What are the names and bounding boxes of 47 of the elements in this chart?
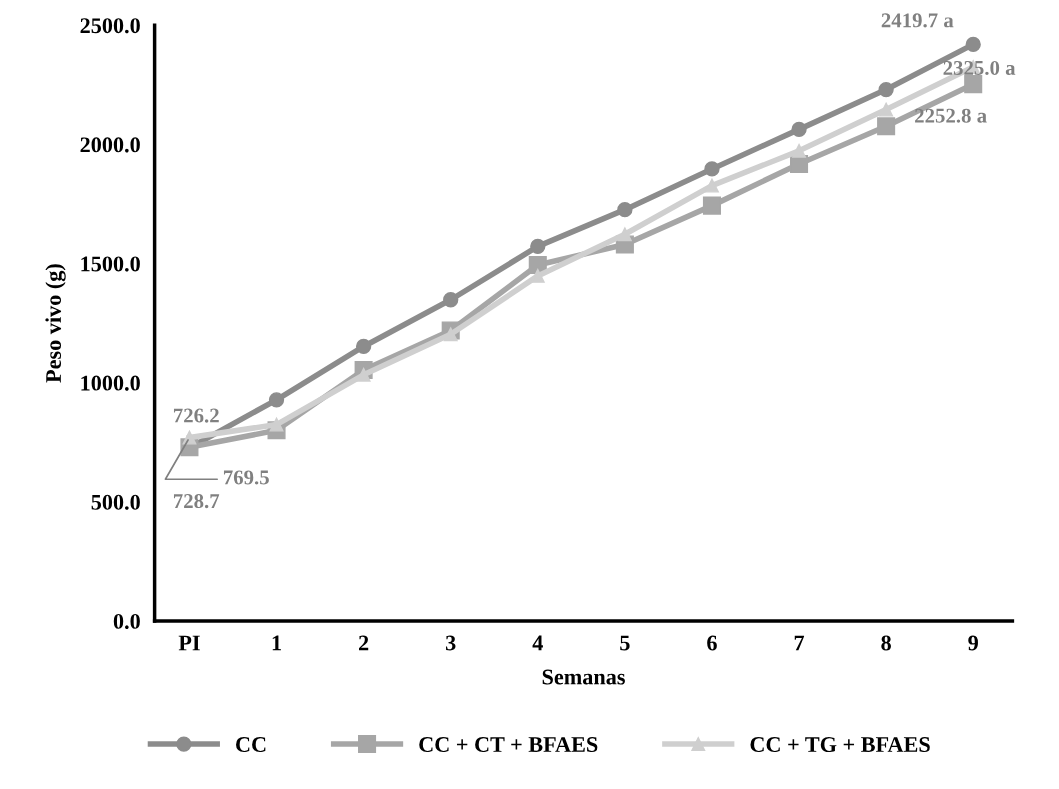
x-tick-label: 7 bbox=[794, 635, 805, 651]
data-label: 2419.7 a bbox=[881, 13, 954, 28]
x-tick-label: 8 bbox=[881, 635, 891, 651]
point bbox=[617, 202, 633, 218]
point bbox=[268, 392, 285, 408]
data-label: 2325.0 a bbox=[943, 60, 1016, 76]
point bbox=[443, 292, 459, 308]
y-tick-label: 1500.0 bbox=[81, 256, 140, 272]
point bbox=[878, 81, 894, 98]
x-tick-label: PI bbox=[178, 635, 200, 651]
x-axis-title: Semanas bbox=[542, 669, 625, 685]
legend-label: CC bbox=[236, 737, 266, 753]
y-axis-title: Peso vivo (g) bbox=[45, 264, 66, 383]
point bbox=[530, 238, 546, 255]
x-tick-label: 3 bbox=[445, 635, 456, 651]
y-tick-label: 2000.0 bbox=[80, 137, 140, 153]
data-label: 728.7 bbox=[173, 494, 220, 509]
x-tick-label: 9 bbox=[968, 635, 978, 651]
y-tick-label: 500.0 bbox=[91, 494, 140, 510]
data-label: 726.2 bbox=[173, 408, 219, 423]
point bbox=[964, 75, 983, 94]
x-tick-label: 4 bbox=[532, 635, 543, 651]
legend-label: CC + TG + BFAES bbox=[750, 737, 930, 753]
point bbox=[791, 121, 807, 138]
point bbox=[877, 117, 896, 136]
point bbox=[702, 196, 721, 215]
legend-label: CC + CT + BFAES bbox=[419, 737, 598, 753]
x-tick-label: 5 bbox=[620, 635, 630, 651]
point bbox=[965, 36, 981, 53]
data-label: 769.5 bbox=[223, 470, 269, 485]
y-tick-label: 1000.0 bbox=[81, 375, 140, 391]
point bbox=[704, 161, 720, 177]
point bbox=[792, 143, 806, 158]
data-label: 2252.8 a bbox=[915, 108, 987, 123]
point bbox=[879, 102, 894, 117]
point bbox=[355, 338, 372, 355]
point bbox=[269, 417, 284, 432]
x-tick-label: 1 bbox=[272, 635, 281, 651]
point bbox=[356, 367, 371, 382]
point bbox=[705, 178, 719, 193]
y-tick-label: 2500.0 bbox=[80, 18, 140, 34]
point bbox=[530, 268, 545, 283]
point bbox=[617, 227, 632, 242]
x-tick-label: 2 bbox=[359, 635, 369, 651]
y-tick-label: 0.0 bbox=[113, 613, 140, 629]
point bbox=[443, 327, 458, 342]
x-tick-label: 6 bbox=[707, 635, 717, 651]
